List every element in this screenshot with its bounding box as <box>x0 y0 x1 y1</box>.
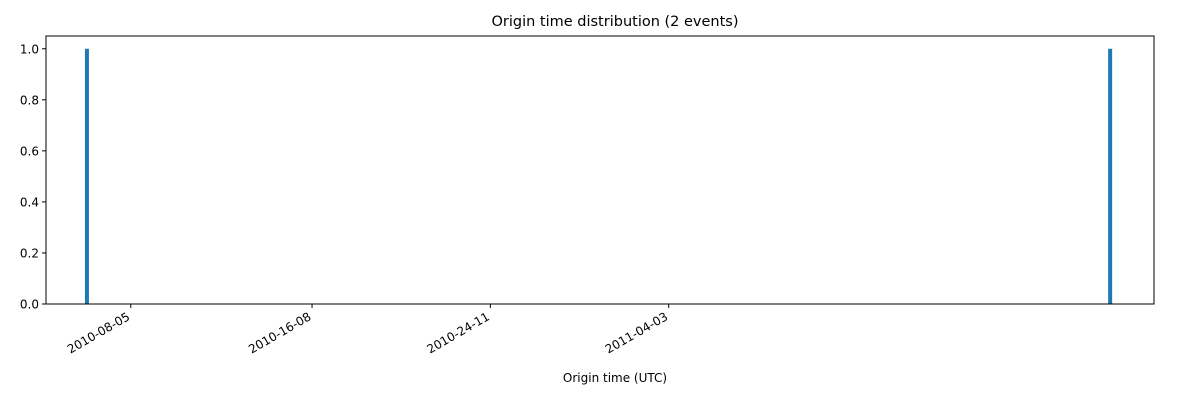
x-tick-label-3: 2011-04-03 <box>603 309 670 356</box>
x-tick-label-2: 2010-24-11 <box>424 309 491 356</box>
y-tick-label-5: 1.0 <box>20 42 39 56</box>
y-tick-label-1: 0.2 <box>20 246 39 260</box>
x-axis-label: Origin time (UTC) <box>563 371 667 385</box>
x-axis: 2010-08-05 2010-16-08 2010-24-11 2011-04-03 <box>65 304 670 356</box>
x-tick-label-0: 2010-08-05 <box>65 309 132 356</box>
y-axis: 0.0 0.2 0.4 0.6 0.8 1.0 <box>20 42 46 312</box>
chart-title: Origin time distribution (2 events) <box>491 14 738 30</box>
y-tick-label-2: 0.4 <box>20 195 39 209</box>
bars-layer <box>84 48 1113 305</box>
bar-1 <box>1108 48 1113 305</box>
y-tick-label-3: 0.6 <box>20 144 39 158</box>
y-tick-label-0: 0.0 <box>20 298 39 312</box>
y-tick-label-4: 0.8 <box>20 93 39 107</box>
x-tick-label-1: 2010-16-08 <box>246 309 313 356</box>
plot-frame <box>45 35 1155 305</box>
bar-0 <box>84 48 89 305</box>
